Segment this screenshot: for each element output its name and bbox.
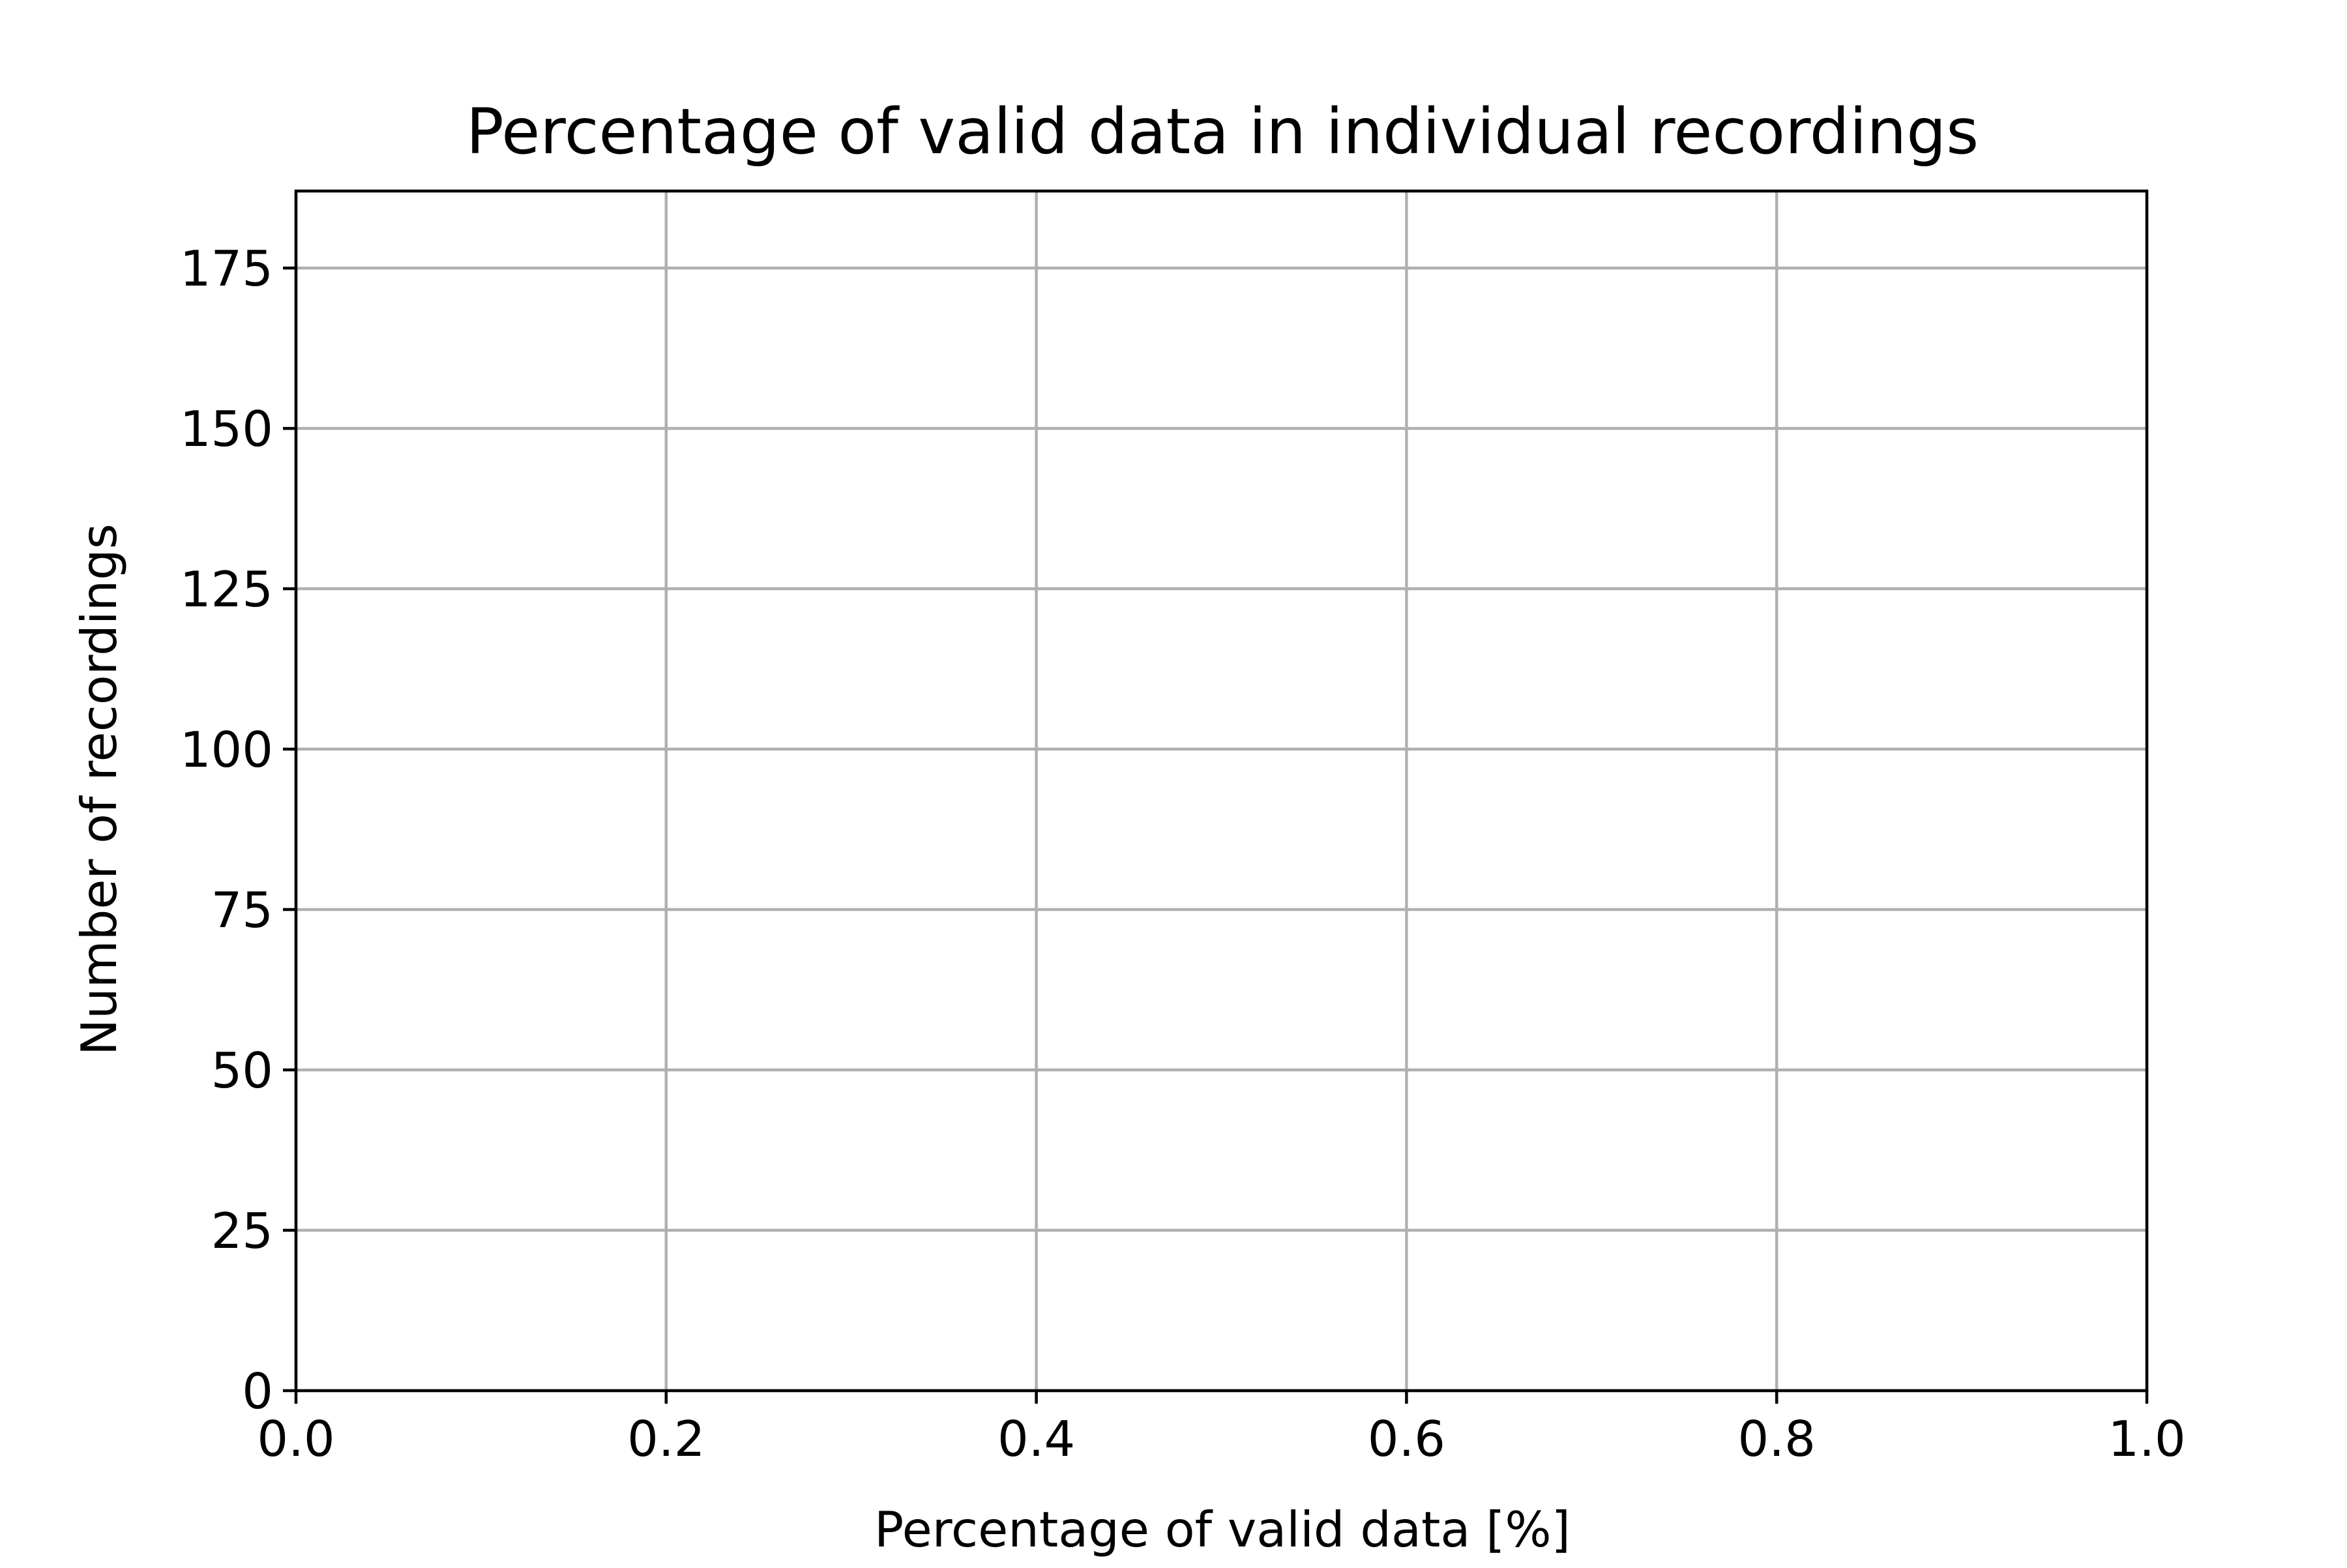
y-tick-label: 125	[180, 561, 273, 618]
y-tick-label: 25	[211, 1202, 273, 1260]
plot-area-frame	[294, 189, 2149, 1393]
chart-title: Percentage of valid data in individual r…	[466, 95, 1979, 168]
y-tick-label: 175	[180, 240, 273, 297]
y-tick-label: 150	[180, 400, 273, 458]
y-tick-label: 0	[242, 1363, 273, 1420]
x-tick-label: 0.6	[1368, 1410, 1445, 1468]
x-tick-label: 0.0	[257, 1410, 334, 1468]
x-tick-label: 1.0	[2108, 1410, 2185, 1468]
y-axis-label: Number of recordings	[70, 524, 128, 1056]
x-tick-label: 0.8	[1738, 1410, 1816, 1468]
x-tick-label: 0.2	[627, 1410, 705, 1468]
y-tick-label: 75	[211, 881, 273, 939]
y-tick-labels: 0 25 50 75 100 125 150 175	[180, 240, 273, 1420]
x-axis-label: Percentage of valid data [%]	[874, 1501, 1571, 1558]
y-tick-label: 50	[211, 1042, 273, 1099]
x-tick-labels: 0.0 0.2 0.4 0.6 0.8 1.0	[257, 1410, 2185, 1468]
ticks	[283, 266, 2149, 1404]
y-tick-label: 100	[180, 721, 273, 778]
x-tick-label: 0.4	[997, 1410, 1075, 1468]
